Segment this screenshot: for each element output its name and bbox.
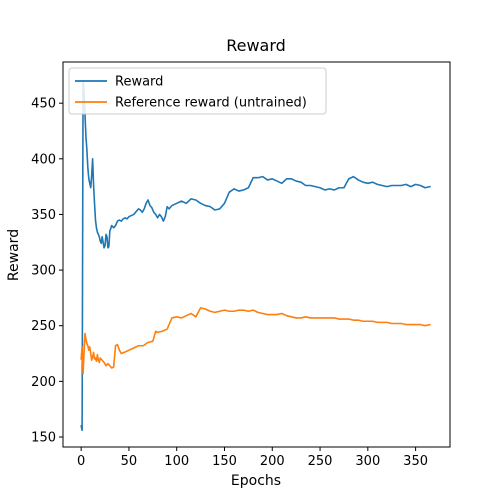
x-axis-title: Epochs bbox=[231, 473, 281, 489]
series-line-2 bbox=[80, 307, 431, 375]
x-tick-label: 50 bbox=[121, 454, 138, 469]
legend-box bbox=[68, 67, 327, 115]
y-tick-label: 450 bbox=[31, 97, 56, 112]
chart-title: Reward bbox=[226, 36, 286, 55]
y-axis-title: Reward bbox=[6, 229, 22, 281]
series-layer bbox=[80, 80, 431, 432]
y-tick-label: 400 bbox=[31, 152, 56, 167]
x-tick-label: 150 bbox=[212, 454, 237, 469]
axes-frame bbox=[62, 61, 451, 448]
x-tick-label: 350 bbox=[403, 454, 428, 469]
x-tick-label: 300 bbox=[355, 454, 380, 469]
x-tick-label: 200 bbox=[260, 454, 285, 469]
axes-layer: 0 50 100 150 200 250 300 350 150 200 250 300 350 400 4… bbox=[31, 61, 451, 469]
y-tick-label: 250 bbox=[31, 319, 56, 334]
x-tick-label: 250 bbox=[308, 454, 333, 469]
series-line-1 bbox=[80, 80, 431, 432]
legend-label-1: Reward bbox=[115, 75, 163, 90]
legend: Reward Reference reward (untrained) bbox=[68, 67, 327, 115]
x-tick-label: 100 bbox=[164, 454, 189, 469]
x-tick-label: 0 bbox=[77, 454, 85, 469]
y-tick-label: 350 bbox=[31, 208, 56, 223]
y-tick-label: 150 bbox=[31, 430, 56, 445]
y-tick-label: 300 bbox=[31, 264, 56, 279]
y-tick-label: 200 bbox=[31, 375, 56, 390]
legend-label-2: Reference reward (untrained) bbox=[115, 96, 307, 111]
